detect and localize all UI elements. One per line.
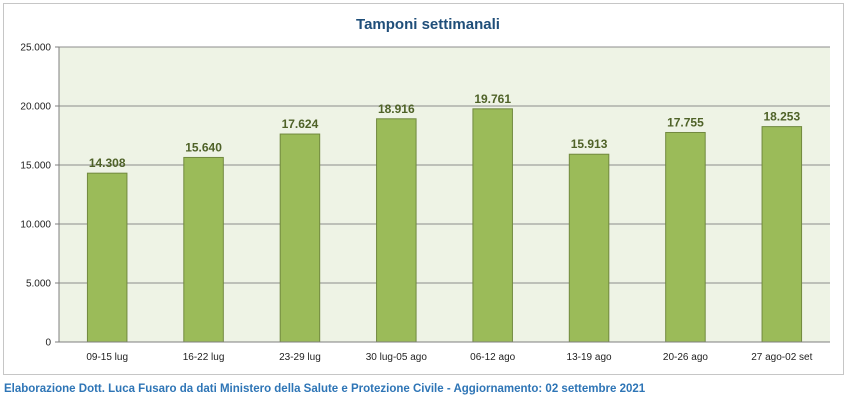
bar: [568, 153, 610, 343]
plot-area: [59, 47, 830, 342]
bar: [183, 156, 224, 343]
data-label: 15.640: [185, 140, 222, 154]
x-tick-label: 20-26 ago: [663, 352, 708, 363]
data-label: 17.755: [667, 115, 704, 129]
data-label: 18.253: [763, 110, 800, 124]
x-axis-category-labels: 09-15 lug 16-22 lug 23-29 lug 30 lug-05 ago…: [86, 352, 812, 363]
data-label: 18.916: [378, 102, 415, 116]
y-tick-label: 0: [45, 338, 51, 349]
bar: [279, 133, 321, 343]
x-tick-label: 30 lug-05 ago: [366, 352, 428, 363]
data-label: 17.624: [282, 117, 319, 131]
x-tick-label: 06-12 ago: [470, 352, 515, 363]
data-label: 14.308: [89, 156, 126, 170]
bar: [376, 118, 417, 343]
y-tick-label: 10.000: [20, 220, 51, 231]
y-tick-label: 20.000: [20, 102, 51, 113]
y-axis-tick-labels: 0 5.000 10.000 15.000 20.000 25.000: [20, 43, 51, 349]
bars: [86, 108, 803, 343]
y-tick-label: 15.000: [20, 161, 51, 172]
x-tick-label: 13-19 ago: [567, 352, 612, 363]
x-tick-label: 09-15 lug: [86, 352, 128, 363]
data-label: 15.913: [571, 137, 608, 151]
bar: [472, 108, 513, 343]
chart-frame: Tamponi settimanali 0 5.000 10.000 15.000 20…: [3, 3, 844, 375]
data-label: 19.761: [474, 92, 511, 106]
x-tick-label: 16-22 lug: [183, 352, 225, 363]
x-tick-label: 23-29 lug: [279, 352, 321, 363]
bar: [761, 126, 803, 343]
bar: [665, 131, 706, 343]
source-note: Elaborazione Dott. Luca Fusaro da dati M…: [4, 383, 646, 395]
x-tick-label: 27 ago-02 set: [751, 352, 812, 363]
data-labels: 14.308 15.640 17.624 18.916 19.761 15.913 17.7…: [89, 92, 801, 170]
bar-chart: Tamponi settimanali 0 5.000 10.000 15.000 20…: [20, 16, 830, 363]
chart-title: Tamponi settimanali: [356, 16, 500, 33]
y-tick-label: 5.000: [26, 279, 51, 290]
bar: [86, 172, 128, 343]
y-tick-label: 25.000: [20, 43, 51, 54]
